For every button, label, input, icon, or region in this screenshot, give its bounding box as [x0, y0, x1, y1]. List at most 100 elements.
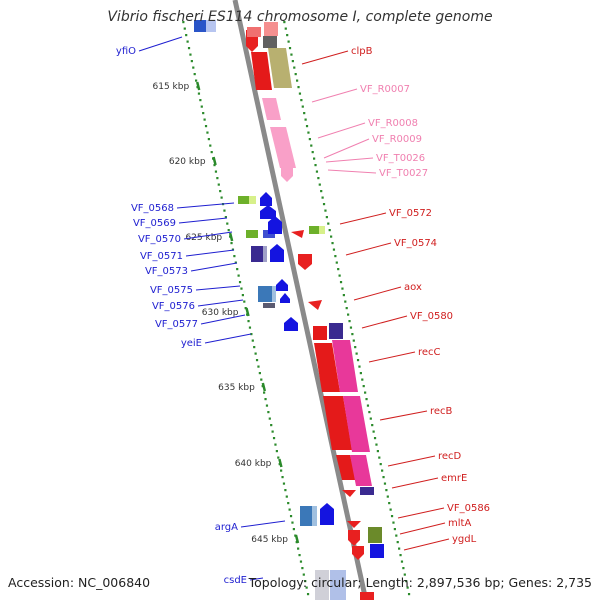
label-VF_0568-leader — [176, 202, 235, 209]
left-ring-dot — [220, 196, 223, 199]
label-VF_0575: VF_0575 — [150, 285, 193, 296]
right-ring-dot — [352, 339, 355, 342]
label-VF_0580: VF_0580 — [410, 311, 453, 322]
right-ring-dot — [371, 424, 374, 427]
label-recC: recC — [418, 347, 441, 358]
left-ring-dot — [192, 66, 195, 69]
label-VF_T0027-leader — [327, 169, 377, 174]
left-ring-dot — [247, 320, 250, 323]
gene-block — [312, 506, 317, 526]
label-recD: recD — [438, 451, 462, 462]
left-ring-dot — [199, 99, 202, 102]
gene-VF_0575 — [258, 286, 272, 302]
gene-VF_0580 — [313, 326, 327, 340]
left-ring-dot — [270, 424, 273, 427]
left-ring-dot — [230, 242, 233, 245]
right-ring-dot — [368, 411, 371, 414]
label-recC-leader — [368, 351, 416, 363]
left-ring-dot — [223, 209, 226, 212]
right-ring-dot — [342, 294, 345, 297]
left-ring-dot — [207, 138, 210, 141]
gene-block — [360, 592, 374, 600]
gene-aox — [308, 300, 322, 310]
left-ring-dot — [226, 222, 229, 225]
left-ring-dot — [182, 21, 185, 24]
right-ring-dot — [315, 170, 319, 173]
left-ring-dot — [195, 79, 198, 82]
label-clpB: clpB — [351, 46, 373, 57]
left-ring-dot — [282, 482, 286, 485]
right-ring-dot — [372, 430, 375, 433]
gene-VF_0586 — [347, 521, 361, 528]
right-ring-dot — [290, 53, 293, 56]
right-ring-dot — [304, 118, 307, 121]
gene-block — [319, 226, 325, 234]
right-ring-dot — [337, 268, 340, 271]
scale-tick — [261, 382, 267, 392]
left-ring-dot — [206, 131, 209, 134]
right-ring-dot — [298, 92, 302, 95]
scale-tick — [278, 458, 283, 468]
gene-block — [206, 20, 216, 32]
label-yeiE: yeiE — [181, 338, 202, 349]
right-ring-dot — [311, 151, 314, 154]
left-ring-dot — [280, 469, 283, 472]
chromosome-backbone — [232, 0, 369, 600]
left-ring-dot — [219, 190, 222, 193]
gene-block — [350, 455, 372, 486]
label-mltA: mltA — [448, 518, 471, 529]
gene-recC — [314, 343, 340, 392]
left-ring-dot — [255, 359, 259, 362]
gene-block — [330, 570, 346, 600]
left-ring-dot — [185, 34, 188, 37]
left-ring-dot — [254, 352, 257, 355]
left-ring-dot — [260, 378, 263, 381]
right-ring-dot — [399, 554, 402, 557]
gene-yeiE — [284, 317, 298, 331]
left-ring-dot — [189, 53, 192, 56]
right-ring-dot — [392, 521, 395, 524]
left-ring-dot — [214, 170, 218, 173]
gene-block — [268, 48, 292, 88]
left-ring-dot — [292, 528, 295, 531]
left-ring-dot — [204, 125, 208, 128]
left-ring-dot — [291, 521, 294, 524]
label-VF_R0008: VF_R0008 — [368, 118, 418, 129]
right-ring-dot — [390, 515, 394, 518]
gene-block — [280, 293, 290, 303]
label-VF_T0026-leader — [325, 157, 374, 163]
right-ring-dot — [293, 66, 296, 69]
gene-block — [263, 36, 277, 48]
right-ring-dot — [364, 391, 367, 394]
scale-tick — [294, 534, 300, 544]
right-ring-dot — [296, 79, 299, 82]
left-ring-dot — [248, 326, 252, 329]
right-ring-dot — [388, 502, 391, 505]
right-ring-dot — [348, 320, 351, 323]
label-csdE-leader — [249, 577, 264, 581]
left-ring-dot — [288, 508, 291, 511]
label-argA: argA — [215, 522, 238, 533]
label-VF_0574-leader — [345, 242, 392, 256]
scale-label: 615 kbp — [153, 82, 190, 92]
left-ring-dot — [285, 495, 288, 498]
right-ring-dot — [400, 560, 404, 563]
right-ring-dot — [338, 274, 341, 277]
gene-recD — [336, 455, 356, 480]
left-ring-dot — [299, 560, 303, 563]
right-ring-dot — [375, 443, 378, 446]
right-ring-dot — [406, 586, 409, 589]
right-ring-dot — [287, 40, 290, 43]
gene-block — [348, 530, 360, 546]
left-ring-dot — [297, 547, 300, 550]
left-ring-dot — [187, 47, 191, 50]
left-ring-dot — [224, 216, 227, 219]
right-ring-dot — [386, 495, 389, 498]
label-VF_R0008-leader — [317, 122, 366, 139]
right-ring-dot — [284, 27, 287, 30]
gene-block — [268, 216, 282, 234]
left-ring-dot — [298, 554, 301, 557]
gene-mltA — [368, 527, 382, 543]
label-VF_0574: VF_0574 — [394, 238, 437, 249]
left-ring-dot — [233, 255, 236, 258]
